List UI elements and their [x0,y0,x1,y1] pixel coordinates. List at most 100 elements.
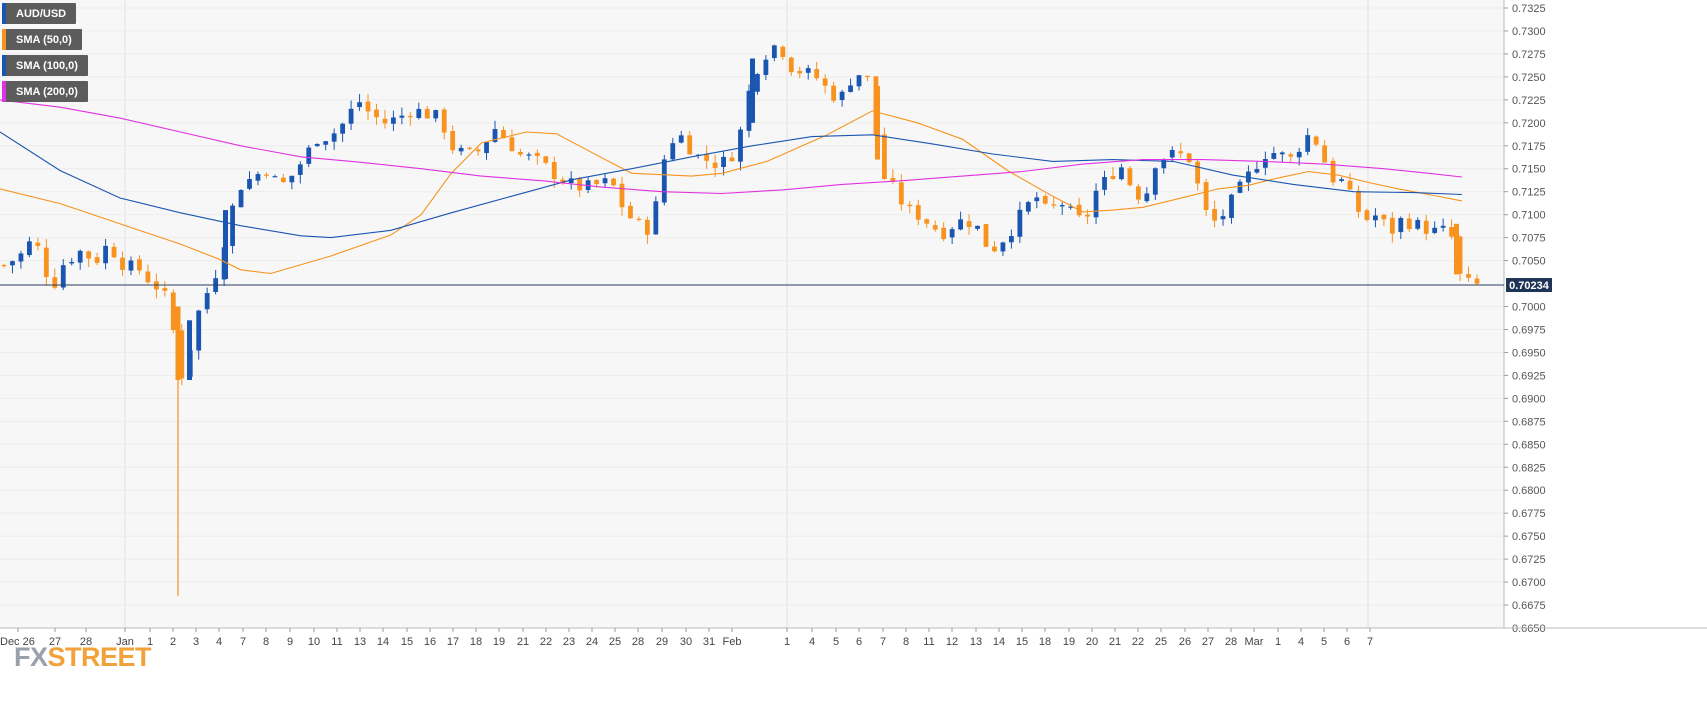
candle-body [865,75,870,78]
candle-body [543,156,549,163]
candle-body [297,164,303,175]
legend-label-sma-200: SMA (200,0) [16,85,78,98]
candle-body [484,142,489,154]
y-tick-label: 0.7325 [1512,3,1546,15]
candle-body [26,241,32,256]
candle-body [534,152,540,157]
candle-body [424,108,430,119]
x-tick-label: 13 [354,636,366,648]
x-tick-label: 11 [923,636,934,648]
candle-body [196,310,202,351]
candle-body [1398,218,1404,233]
legend-label-audusd: AUD/USD [16,7,67,20]
candle-body [433,110,439,119]
candle-body [856,75,862,87]
x-tick-label: 21 [517,636,529,648]
candles-group [1,44,1480,596]
x-tick-label: 1 [784,636,790,648]
candle-body [1237,181,1243,193]
candle-body [272,176,278,178]
candle-body [687,135,693,155]
x-tick-label: 23 [563,636,575,648]
candle-body [1008,236,1014,243]
legend-item-sma-100[interactable]: SMA (100,0) [2,55,88,76]
candle-body [306,147,312,164]
candle-body [628,205,633,219]
candle-body [230,205,235,246]
x-tick-label: 4 [1298,636,1304,648]
candle-body [1093,190,1099,218]
candle-body [94,257,100,263]
legend-item-sma-50[interactable]: SMA (50,0) [2,29,82,50]
drop-candle-body-2 [1454,223,1459,275]
x-tick-label: 18 [470,636,482,648]
candle-body [805,68,811,73]
candle-body [814,69,820,79]
candle-body [1051,204,1057,206]
candle-body [280,177,286,182]
candle-body [1119,167,1124,180]
candle-body [450,131,456,151]
sma-line-200 [0,99,1462,195]
candle-body [179,330,185,379]
x-tick-label: 22 [1132,636,1144,648]
candle-body [1313,136,1319,145]
candle-body [611,178,616,186]
legend-label-sma-50: SMA (50,0) [16,33,72,46]
candle-body [1440,225,1446,228]
candle-body [128,260,134,271]
candle-body [788,57,794,73]
candle-body [1305,135,1311,152]
y-tick-label: 0.7300 [1512,26,1546,38]
rally-candle-body-2 [750,58,755,123]
y-tick-label: 0.7100 [1512,210,1546,222]
candle-body [467,147,473,149]
x-tick-label: 15 [1016,636,1028,648]
x-tick-label: 9 [287,636,293,648]
crash-candle-body [175,306,181,380]
candle-body [661,159,667,203]
x-tick-label: 17 [447,636,459,648]
candle-body [738,129,743,162]
legend-item-sma-200[interactable]: SMA (200,0) [2,81,88,102]
candle-body [1347,180,1353,190]
candle-body [763,59,769,75]
candle-body [1406,218,1412,230]
candle-body [441,109,447,133]
y-tick-label: 0.7000 [1512,302,1546,314]
candle-body [1186,153,1192,163]
candle-body [1466,274,1471,278]
candle-body [594,180,599,185]
candle-body [1161,159,1167,169]
x-tick-label: 25 [1155,636,1167,648]
x-tick-label: 8 [263,636,269,648]
y-tick-label: 0.6775 [1512,508,1546,520]
candle-body [822,78,828,86]
x-tick-label: 1 [147,636,153,648]
x-tick-label: Feb [723,636,742,648]
rebound-candle-body [187,320,192,380]
y-tick-label: 0.6900 [1512,393,1546,405]
candle-body [890,177,896,182]
x-tick-label: 27 [1202,636,1214,648]
x-tick-label: 31 [703,636,715,648]
x-tick-label: 13 [970,636,982,648]
x-tick-label: 4 [216,636,222,648]
legend-swatch-audusd [2,3,6,24]
logo-fx: FX [14,642,48,672]
candle-body [264,174,269,176]
candle-body [1068,206,1074,208]
x-tick-label: 11 [331,636,342,648]
candle-body [644,219,650,235]
candle-body [35,242,41,246]
y-tick-label: 0.6825 [1512,462,1546,474]
y-tick-label: 0.7225 [1512,95,1546,107]
candle-body [1339,179,1344,181]
candle-body [1322,145,1328,163]
candle-body [255,174,261,181]
candle-body [365,101,371,112]
last-price-label: 0.70234 [1509,280,1550,292]
candle-body [526,154,532,156]
legend-item-audusd[interactable]: AUD/USD [2,3,77,24]
